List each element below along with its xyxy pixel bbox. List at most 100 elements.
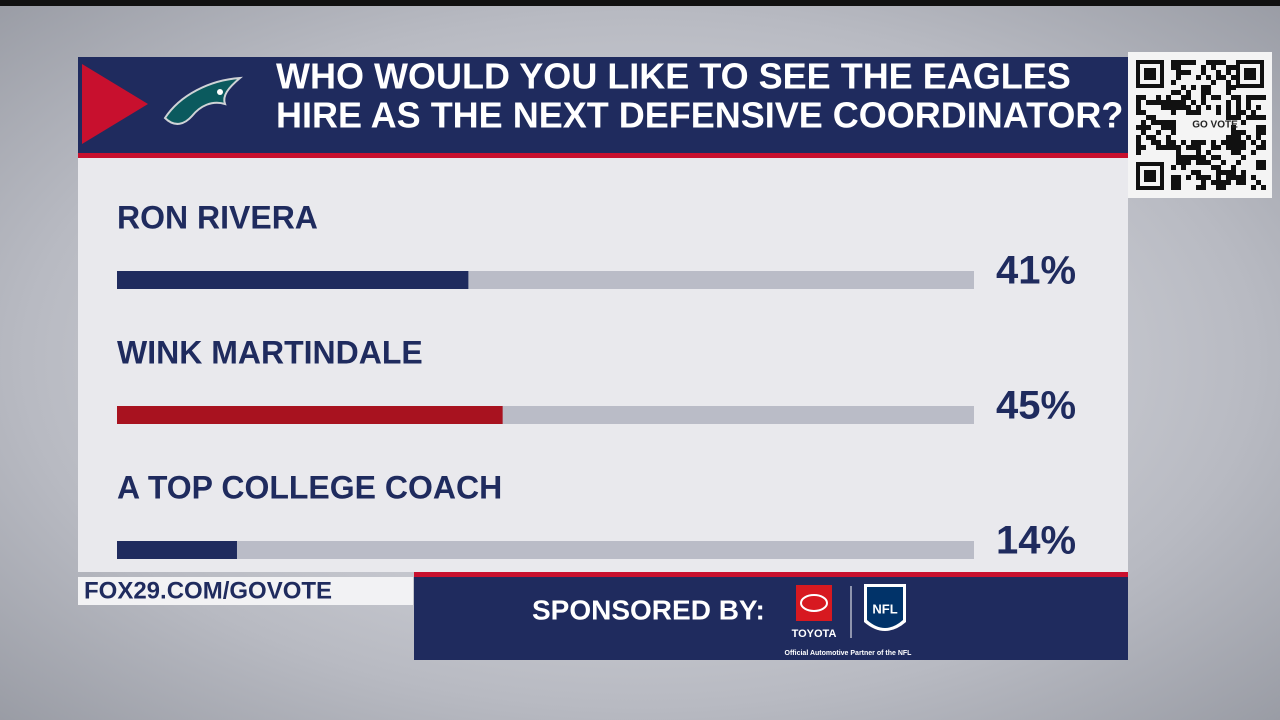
qr-module [1246, 95, 1251, 100]
qr-module [1156, 140, 1161, 145]
qr-module [1196, 175, 1201, 180]
qr-module [1251, 140, 1256, 145]
qr-module [1156, 120, 1161, 125]
qr-module [1171, 110, 1176, 115]
qr-module [1236, 130, 1241, 135]
qr-module [1146, 100, 1151, 105]
qr-module [1261, 95, 1266, 100]
qr-module [1236, 115, 1241, 120]
qr-module [1196, 145, 1201, 150]
qr-module [1171, 165, 1176, 170]
qr-module [1171, 180, 1176, 185]
qr-finder [1144, 170, 1156, 182]
qr-module [1206, 75, 1211, 80]
qr-module [1151, 115, 1156, 120]
qr-module [1171, 105, 1176, 110]
qr-module [1141, 145, 1146, 150]
qr-module [1241, 110, 1246, 115]
qr-module [1226, 65, 1231, 70]
qr-module [1206, 175, 1211, 180]
qr-module [1171, 175, 1176, 180]
qr-module [1151, 100, 1156, 105]
qr-module [1211, 145, 1216, 150]
qr-module [1161, 145, 1166, 150]
qr-label: GO VOTE [1192, 120, 1238, 131]
qr-module [1261, 145, 1266, 150]
qr-module [1246, 135, 1251, 140]
qr-module [1226, 70, 1231, 75]
qr-module [1201, 90, 1206, 95]
qr-module [1196, 105, 1201, 110]
qr-module [1176, 150, 1181, 155]
qr-module [1136, 125, 1141, 130]
qr-module [1226, 175, 1231, 180]
title-line: WHO WOULD YOU LIKE TO SEE THE EAGLES [276, 56, 1071, 97]
sponsor-box [414, 577, 1128, 660]
qr-module [1211, 60, 1216, 65]
qr-module [1191, 170, 1196, 175]
qr-module [1191, 85, 1196, 90]
qr-module [1176, 160, 1181, 165]
qr-module [1251, 175, 1256, 180]
qr-module [1176, 155, 1181, 160]
bar [117, 271, 469, 289]
qr-module [1201, 85, 1206, 90]
qr-module [1151, 120, 1156, 125]
qr-module [1221, 140, 1226, 145]
qr-module [1236, 140, 1241, 145]
qr-module [1241, 175, 1246, 180]
qr-module [1136, 140, 1141, 145]
qr-module [1261, 125, 1266, 130]
qr-module [1191, 155, 1196, 160]
qr-module [1226, 180, 1231, 185]
qr-module [1156, 95, 1161, 100]
qr-module [1226, 170, 1231, 175]
qr-module [1136, 105, 1141, 110]
qr-module [1141, 110, 1146, 115]
qr-module [1261, 130, 1266, 135]
qr-module [1241, 130, 1246, 135]
qr-module [1261, 185, 1266, 190]
qr-module [1236, 145, 1241, 150]
qr-module [1196, 170, 1201, 175]
qr-module [1246, 100, 1251, 105]
qr-module [1176, 60, 1181, 65]
qr-module [1241, 155, 1246, 160]
qr-module [1231, 85, 1236, 90]
header [78, 57, 1128, 153]
qr-module [1191, 145, 1196, 150]
qr-module [1251, 115, 1256, 120]
qr-module [1216, 105, 1221, 110]
qr-module [1181, 155, 1186, 160]
qr-module [1241, 140, 1246, 145]
qr-module [1216, 145, 1221, 150]
qr-module [1166, 125, 1171, 130]
qr-module [1256, 130, 1261, 135]
qr-module [1141, 125, 1146, 130]
qr-module [1211, 65, 1216, 70]
qr-module [1231, 135, 1236, 140]
qr-module [1216, 60, 1221, 65]
qr-module [1186, 155, 1191, 160]
qr-module [1216, 185, 1221, 190]
qr-module [1176, 185, 1181, 190]
qr-module [1191, 110, 1196, 115]
qr-module [1181, 85, 1186, 90]
qr-module [1156, 145, 1161, 150]
bar-track [117, 541, 974, 559]
qr-module [1211, 95, 1216, 100]
qr-module [1201, 155, 1206, 160]
qr-module [1151, 140, 1156, 145]
qr-module [1206, 160, 1211, 165]
qr-module [1256, 105, 1261, 110]
qr-module [1261, 160, 1266, 165]
value-label: 41% [996, 249, 1076, 293]
qr-module [1231, 150, 1236, 155]
header-rule [78, 153, 1128, 158]
qr-module [1176, 65, 1181, 70]
footer-rule [414, 572, 1128, 577]
qr-module [1216, 175, 1221, 180]
qr-module [1236, 110, 1241, 115]
qr-module [1206, 90, 1211, 95]
